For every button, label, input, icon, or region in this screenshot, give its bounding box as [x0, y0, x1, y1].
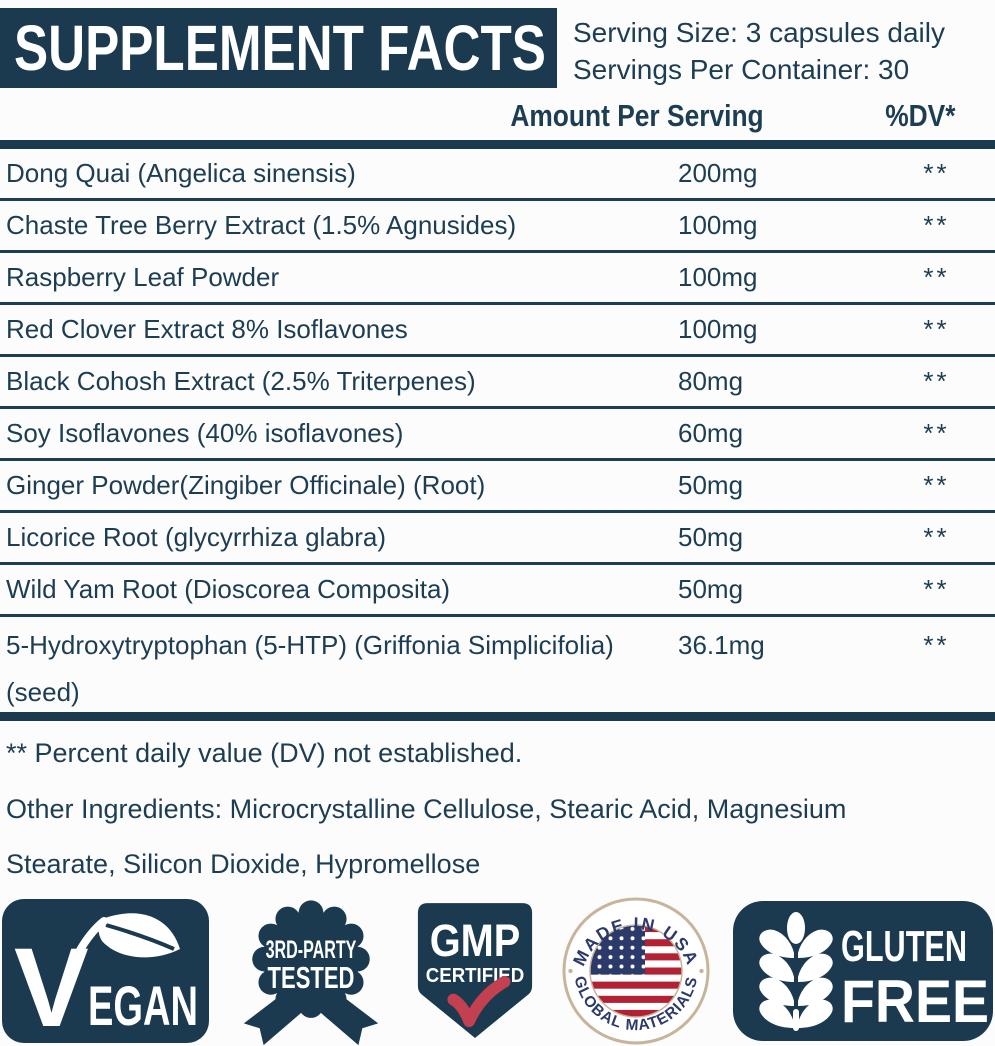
- seal-icon: [251, 900, 370, 1018]
- leaf-icon: [56, 913, 180, 1003]
- vegan-v: V: [14, 925, 89, 1043]
- checkmark-icon: [447, 975, 511, 1028]
- label-header: SUPPLEMENT FACTS Serving Size: 3 capsule…: [0, 8, 995, 88]
- table-row: Raspberry Leaf Powder 100mg **: [0, 253, 995, 305]
- table-row: Chaste Tree Berry Extract (1.5% Agnuside…: [0, 201, 995, 253]
- vegan-label: EGAN: [88, 974, 198, 1037]
- table-row: Wild Yam Root (Dioscorea Composita) 50mg…: [0, 565, 995, 617]
- shield-icon: [417, 903, 533, 1038]
- bottom-rule: [0, 712, 995, 721]
- table-row: 5-Hydroxytryptophan (5-HTP) (Griffonia S…: [6, 630, 950, 707]
- supplement-facts-label: SUPPLEMENT FACTS Serving Size: 3 capsule…: [0, 8, 995, 1046]
- table-row: Soy Isoflavones (40% isoflavones) 60mg *…: [0, 409, 995, 461]
- page-title: SUPPLEMENT FACTS: [14, 12, 546, 84]
- serving-size-text: Serving Size: 3 capsules daily: [573, 17, 945, 48]
- dv-footnote: ** Percent daily value (DV) not establis…: [6, 738, 523, 768]
- table-row: Dong Quai (Angelica sinensis) 200mg **: [0, 149, 995, 201]
- made-in-usa-badge: MADE IN USA GLOBAL MATERIALS: [562, 897, 709, 1045]
- third-party-line1: 3RD-PARTY: [265, 937, 356, 964]
- table-row: Red Clover Extract 8% Isoflavones 100mg …: [0, 305, 995, 357]
- us-flag-icon: [589, 925, 682, 1017]
- servings-per-container-text: Servings Per Container: 30: [573, 54, 910, 85]
- serving-info: Serving Size: 3 capsules daily Servings …: [557, 8, 945, 88]
- gluten-line1: GLUTEN: [841, 922, 967, 971]
- third-party-line2: TESTED: [267, 961, 354, 995]
- certification-badges: V EGAN 3RD-PARTY TESTED GMP: [0, 897, 995, 1046]
- top-rule: [0, 140, 995, 149]
- ring-dot-left: [567, 968, 573, 974]
- gmp-certified-badge: GMP CERTIFIED: [417, 903, 533, 1038]
- ingredient-table: Dong Quai (Angelica sinensis) 200mg ** C…: [0, 149, 995, 712]
- table-row: Licorice Root (glycyrrhiza glabra) 50mg …: [0, 513, 995, 565]
- title-box: SUPPLEMENT FACTS: [0, 8, 557, 88]
- gluten-line2: FREE: [841, 968, 989, 1035]
- dv-column-header: %DV*: [884, 98, 956, 133]
- table-row: Ginger Powder(Zingiber Officinale) (Root…: [0, 461, 995, 513]
- vegan-badge: V EGAN: [2, 899, 209, 1043]
- gluten-free-badge: GLUTEN FREE: [733, 901, 993, 1041]
- table-column-headers: Amount Per Serving %DV*: [0, 90, 995, 140]
- amount-column-header: Amount Per Serving: [510, 98, 764, 133]
- gmp-line1: GMP: [430, 915, 521, 966]
- table-row: Black Cohosh Extract (2.5% Triterpenes) …: [0, 357, 995, 409]
- other-ingredients-text: Other Ingredients: Microcrystalline Cell…: [6, 794, 847, 879]
- third-party-tested-badge: 3RD-PARTY TESTED: [243, 900, 378, 1046]
- ring-dot-right: [698, 968, 704, 974]
